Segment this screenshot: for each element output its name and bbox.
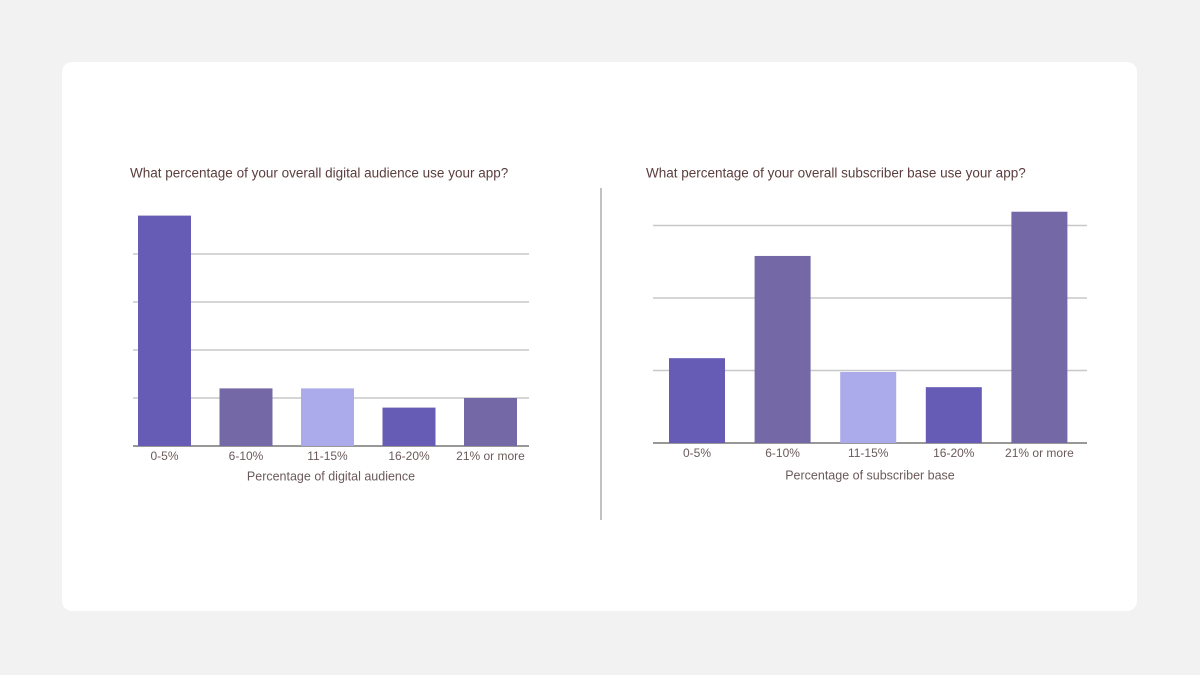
x-axis-label: Percentage of subscriber base	[785, 468, 955, 482]
chart-title: What percentage of your overall digital …	[130, 166, 508, 181]
bar	[925, 387, 982, 443]
chart-title: What percentage of your overall subscrib…	[646, 166, 1026, 181]
x-tick-label: 6-10%	[229, 449, 264, 463]
x-tick-label: 16-20%	[933, 446, 975, 460]
x-axis-label: Percentage of digital audience	[247, 469, 415, 483]
x-tick-label: 0-5%	[683, 446, 711, 460]
bar	[840, 371, 897, 443]
x-tick-label: 11-15%	[307, 449, 348, 463]
x-tick-label: 21% or more	[456, 449, 525, 463]
bar	[138, 215, 191, 446]
x-tick-label: 21% or more	[1005, 446, 1074, 460]
bar	[754, 255, 811, 443]
bar	[1011, 211, 1068, 443]
bar	[301, 388, 354, 446]
x-tick-label: 0-5%	[150, 449, 178, 463]
bar	[382, 407, 436, 446]
card	[62, 62, 1137, 611]
bar	[219, 388, 273, 446]
x-tick-label: 11-15%	[848, 446, 889, 460]
x-tick-label: 6-10%	[765, 446, 800, 460]
bar	[464, 398, 517, 446]
bar	[669, 358, 725, 443]
x-tick-label: 16-20%	[388, 449, 430, 463]
